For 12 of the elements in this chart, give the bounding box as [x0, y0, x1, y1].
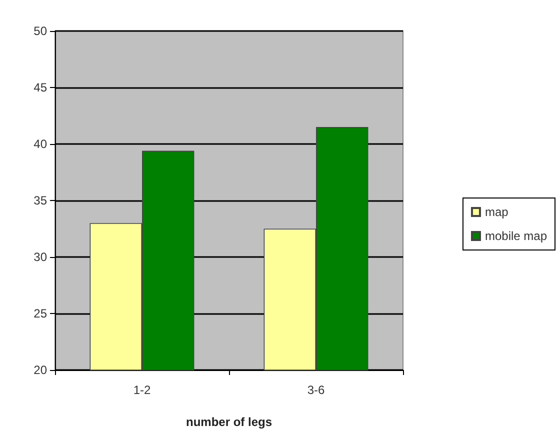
- legend-label: mobile map: [484, 229, 548, 243]
- y-tick-label: 50: [34, 24, 48, 38]
- legend-label: map: [484, 205, 509, 219]
- y-tick-label: 25: [34, 306, 48, 320]
- y-tick-label: 20: [34, 363, 48, 377]
- x-tick-label: 1-2: [133, 383, 151, 397]
- y-tick-label: 45: [34, 80, 48, 94]
- y-tick-label: 30: [34, 250, 48, 264]
- y-tick-label: 35: [34, 194, 48, 208]
- x-tick-label: 3-6: [307, 383, 325, 397]
- x-axis-title: number of legs: [186, 415, 272, 429]
- y-tick-label: 40: [34, 137, 48, 151]
